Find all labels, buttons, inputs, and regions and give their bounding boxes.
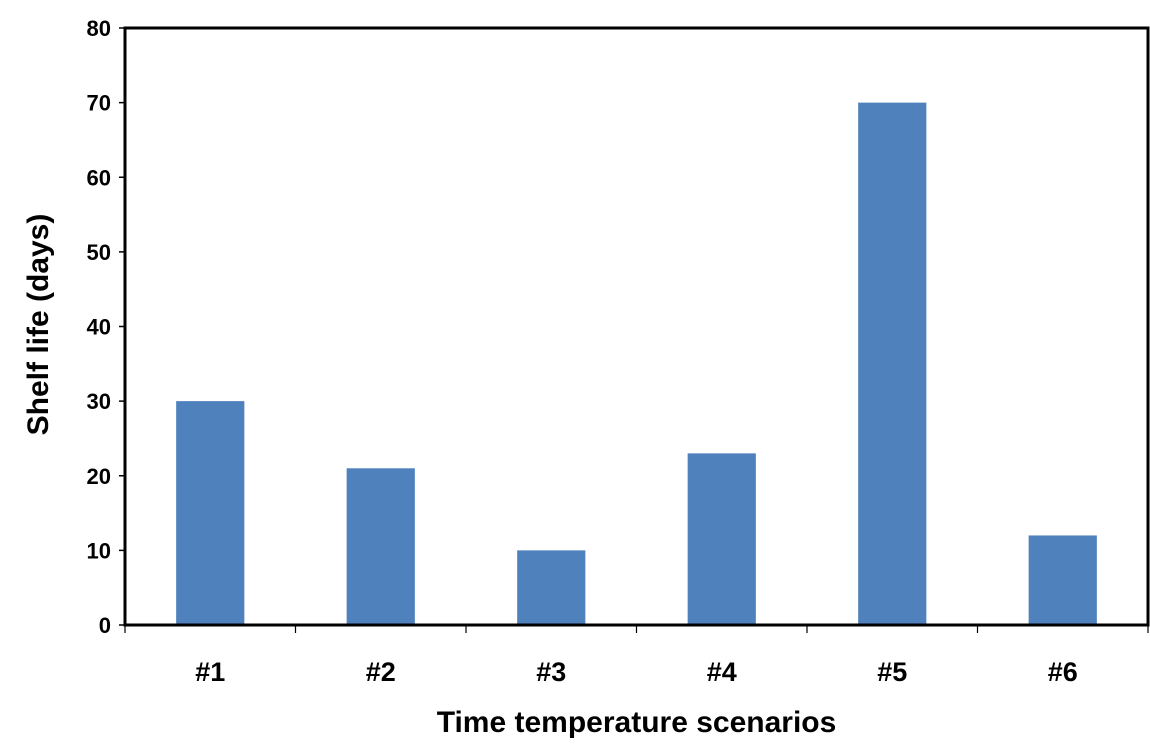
y-tick-label: 10 bbox=[87, 538, 111, 563]
y-tick-label: 0 bbox=[99, 613, 111, 638]
y-tick-label: 80 bbox=[87, 16, 111, 41]
x-category-label: #1 bbox=[195, 657, 225, 687]
x-category-label: #4 bbox=[707, 657, 737, 687]
bar-4 bbox=[687, 453, 756, 625]
y-tick-label: 40 bbox=[87, 315, 111, 340]
x-category-label: #3 bbox=[536, 657, 566, 687]
x-category-label: #2 bbox=[366, 657, 396, 687]
bar-3 bbox=[517, 550, 586, 625]
x-axis-title: Time temperature scenarios bbox=[437, 706, 837, 739]
x-ticks-group: #1 #2 #3 #4 #5 #6 bbox=[124, 625, 1149, 687]
y-ticks-group: 0 10 20 30 40 50 60 70 80 bbox=[87, 16, 125, 638]
x-category-label: #6 bbox=[1048, 657, 1078, 687]
bars-group bbox=[176, 102, 1097, 625]
bar-2 bbox=[346, 468, 415, 625]
bar-6 bbox=[1028, 535, 1097, 625]
y-tick-label: 70 bbox=[87, 91, 111, 116]
y-tick-label: 50 bbox=[87, 240, 111, 265]
y-axis-title: Shelf life (days) bbox=[22, 214, 55, 436]
plot-frame bbox=[123, 26, 1150, 627]
y-tick-label: 30 bbox=[87, 389, 111, 414]
y-tick-label: 60 bbox=[87, 165, 111, 190]
y-tick-label: 20 bbox=[87, 464, 111, 489]
bar-1 bbox=[176, 401, 245, 625]
x-category-label: #5 bbox=[877, 657, 907, 687]
bar-5 bbox=[858, 102, 927, 625]
